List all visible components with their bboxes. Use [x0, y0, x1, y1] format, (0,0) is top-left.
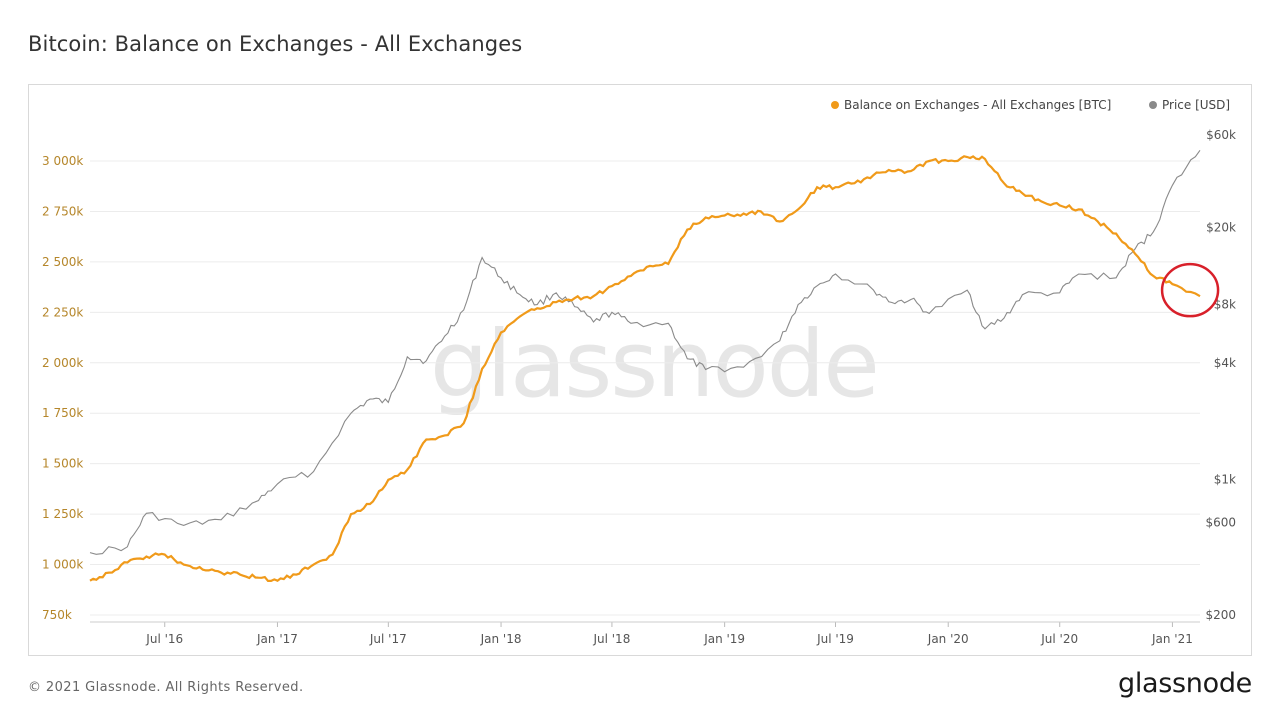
y-left-tick-label: 1 250k	[42, 507, 83, 521]
watermark: glassnode	[430, 311, 878, 418]
y-left-tick-label: 3 000k	[42, 154, 83, 168]
y-left-tick-label: 2 750k	[42, 204, 83, 218]
x-tick-label: Jul '17	[369, 632, 407, 646]
y-left-tick-label: 1 750k	[42, 406, 83, 420]
highlight-circle	[1160, 262, 1220, 318]
y-left-tick-label: 2 000k	[42, 356, 83, 370]
legend-label-price: Price [USD]	[1162, 98, 1230, 112]
grid-lines	[90, 160, 1200, 616]
y-right-tick-label: $200	[1205, 608, 1236, 622]
highlight-annotation	[1160, 262, 1220, 318]
legend[interactable]: Balance on Exchanges - All Exchanges [BT…	[831, 98, 1230, 112]
x-tick-label: Jul '18	[592, 632, 630, 646]
legend-marker-balance	[831, 101, 839, 109]
left-axis-ticks: 750k 1 000k 1 250k 1 500k 1 750k 2 000k 2 250k…	[42, 154, 83, 622]
right-axis-ticks: $200 $600 $1k $4k $8k $20k $60k	[1205, 128, 1236, 622]
x-tick-label: Jul '16	[145, 632, 183, 646]
y-right-tick-label: $4k	[1214, 356, 1236, 370]
legend-label-balance: Balance on Exchanges - All Exchanges [BT…	[844, 98, 1111, 112]
y-right-tick-label: $60k	[1206, 128, 1236, 142]
glassnode-logo[interactable]: glassnode	[1117, 668, 1252, 699]
y-right-tick-label: $1k	[1214, 473, 1236, 487]
y-right-tick-label: $600	[1205, 516, 1236, 530]
y-left-tick-label: 1 500k	[42, 457, 83, 471]
price-series-line	[89, 149, 1201, 555]
y-right-tick-label: $8k	[1214, 298, 1236, 312]
x-tick-label: Jan '20	[927, 632, 969, 646]
balance-series-line	[89, 155, 1201, 582]
legend-marker-price	[1149, 101, 1157, 109]
chart-panel	[28, 84, 1252, 656]
y-right-tick-label: $20k	[1206, 220, 1236, 234]
page-title: Bitcoin: Balance on Exchanges - All Exch…	[28, 32, 523, 56]
x-tick-label: Jul '19	[816, 632, 854, 646]
y-left-tick-label: 2 500k	[42, 255, 83, 269]
x-tick-label: Jan '19	[703, 632, 745, 646]
x-tick-label: Jan '21	[1151, 632, 1193, 646]
y-left-tick-label: 1 000k	[42, 558, 83, 572]
x-tick-label: Jul '20	[1040, 632, 1078, 646]
x-axis-ticks: Jul '16 Jan '17 Jul '17 Jan '18 Jul '18 Jan '…	[90, 621, 1200, 646]
series-lines	[89, 149, 1201, 582]
x-tick-label: Jan '18	[480, 632, 522, 646]
x-tick-label: Jan '17	[256, 632, 298, 646]
y-left-tick-label: 2 250k	[42, 305, 83, 319]
y-left-tick-label: 750k	[42, 608, 72, 622]
copyright-text: © 2021 Glassnode. All Rights Reserved.	[28, 680, 304, 695]
